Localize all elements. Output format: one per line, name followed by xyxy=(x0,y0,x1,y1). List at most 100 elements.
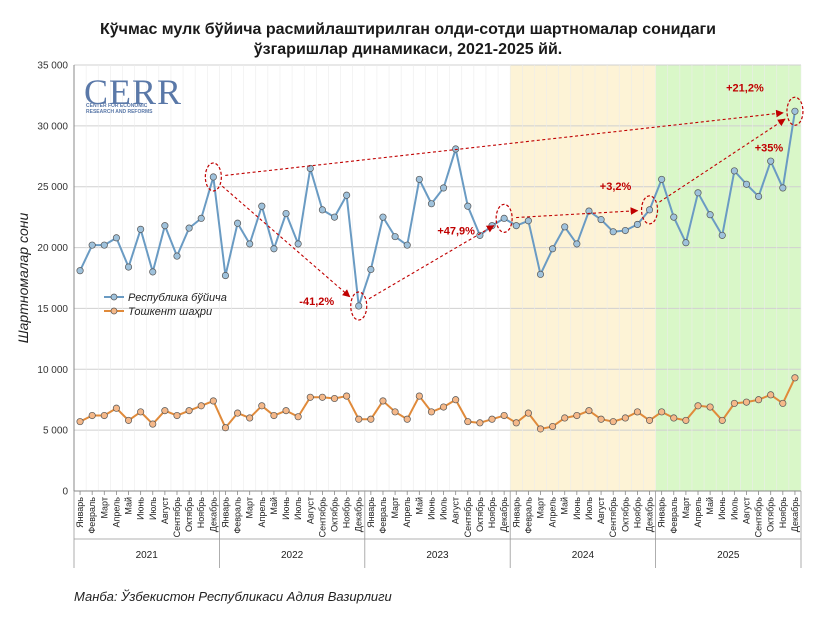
data-point xyxy=(730,167,738,175)
data-point xyxy=(355,415,363,423)
data-point xyxy=(573,240,581,248)
data-point xyxy=(767,391,775,399)
logo-subtext-1: CENTER FOR ECONOMIC xyxy=(86,103,148,109)
highlight-circle xyxy=(204,162,222,192)
data-point xyxy=(645,416,654,424)
data-point xyxy=(621,414,629,422)
change-label: -41,2% xyxy=(299,296,334,308)
change-arrow xyxy=(225,109,784,176)
x-tick-label: Июнь xyxy=(717,497,727,520)
data-point xyxy=(367,415,375,423)
data-point xyxy=(730,399,738,407)
data-point xyxy=(355,302,363,310)
data-point xyxy=(742,398,751,406)
x-tick-label: Февраль xyxy=(669,497,679,534)
data-point xyxy=(488,415,496,423)
x-tick-label: Август xyxy=(160,497,170,524)
data-point xyxy=(391,408,399,416)
data-point xyxy=(779,184,787,192)
data-point xyxy=(585,207,593,215)
data-point xyxy=(161,407,169,415)
data-point xyxy=(330,213,339,221)
x-tick-label: Май xyxy=(560,497,570,515)
data-point xyxy=(609,228,617,236)
data-point xyxy=(452,396,460,404)
data-point xyxy=(330,394,339,403)
data-point xyxy=(597,415,605,423)
data-point xyxy=(246,240,254,248)
data-point xyxy=(318,206,326,214)
x-tick-label: Июнь xyxy=(281,497,291,520)
data-point xyxy=(561,414,569,422)
chart-title: Кўчмас мулк бўйича расмийлаштирилган олд… xyxy=(0,20,816,60)
data-point xyxy=(294,240,302,248)
data-point xyxy=(185,407,193,415)
grid-lines xyxy=(73,64,802,492)
change-label: +21,2% xyxy=(726,82,764,94)
data-point xyxy=(379,397,387,405)
data-point xyxy=(670,213,678,221)
data-point xyxy=(694,402,702,410)
axes: 0 5 000 10 000 15 000 20 000 25 000 30 000 35 0… xyxy=(37,61,802,568)
data-point xyxy=(524,217,532,225)
data-point xyxy=(294,413,302,421)
data-point xyxy=(306,393,314,401)
data-point xyxy=(124,416,133,424)
data-point xyxy=(100,241,108,249)
y-tick-label: 5 000 xyxy=(43,426,68,437)
x-tick-label: Февраль xyxy=(523,497,533,534)
data-point xyxy=(658,408,666,416)
data-point xyxy=(88,411,96,420)
data-point xyxy=(633,408,641,416)
data-point xyxy=(221,424,230,432)
data-point xyxy=(512,419,520,427)
data-point xyxy=(476,231,484,239)
x-tick-label: Март xyxy=(390,497,400,519)
data-point xyxy=(173,252,181,260)
x-tick-label: Апрель xyxy=(402,497,412,528)
x-tick-label: Ноябрь xyxy=(487,497,497,529)
data-point xyxy=(209,397,217,405)
data-point xyxy=(282,407,290,415)
chart-title-line2: ўзгаришлар динамикаси, 2021-2025 йй. xyxy=(253,41,563,58)
highlight-circle xyxy=(350,291,368,321)
x-tick-label: Декабрь xyxy=(208,497,218,532)
data-point xyxy=(173,411,181,420)
data-point xyxy=(549,245,557,253)
x-tick-label: Ноябрь xyxy=(778,497,788,529)
data-point xyxy=(367,265,375,274)
data-point xyxy=(561,223,569,231)
x-tick-label: Февраль xyxy=(378,497,388,534)
data-point xyxy=(403,415,411,423)
data-point xyxy=(403,241,411,249)
series-tashkent xyxy=(76,374,799,433)
data-point xyxy=(609,418,617,426)
y-tick-label: 0 xyxy=(62,487,68,498)
x-tick-label: Февраль xyxy=(233,497,243,534)
y-tick-label: 15 000 xyxy=(37,304,68,315)
x-tick-label: Июнь xyxy=(426,497,436,520)
data-point xyxy=(234,219,242,227)
year-label: 2022 xyxy=(281,550,304,561)
data-point xyxy=(306,164,314,173)
year-label: 2025 xyxy=(717,550,740,561)
x-tick-label: Декабрь xyxy=(645,497,655,532)
data-point xyxy=(415,392,423,400)
cerr-logo: CERR CENTER FOR ECONOMIC RESEARCH AND RE… xyxy=(84,72,181,115)
change-arrow xyxy=(516,207,639,219)
y-tick-label: 35 000 xyxy=(37,61,68,72)
data-point xyxy=(137,225,145,233)
data-point xyxy=(500,214,508,222)
data-point xyxy=(452,145,460,153)
legend-label: Тошкент шаҳри xyxy=(128,306,212,318)
legend-label: Республика бўйича xyxy=(128,292,227,304)
x-tick-label: Сентябрь xyxy=(317,497,327,538)
data-point xyxy=(573,411,581,420)
change-arrow xyxy=(368,225,495,300)
data-point xyxy=(706,403,714,411)
x-tick-label: Январь xyxy=(366,497,376,528)
data-point xyxy=(476,419,484,427)
x-tick-label: Сентябрь xyxy=(172,497,182,538)
x-tick-label: Сентябрь xyxy=(463,497,473,538)
data-point xyxy=(549,422,557,431)
